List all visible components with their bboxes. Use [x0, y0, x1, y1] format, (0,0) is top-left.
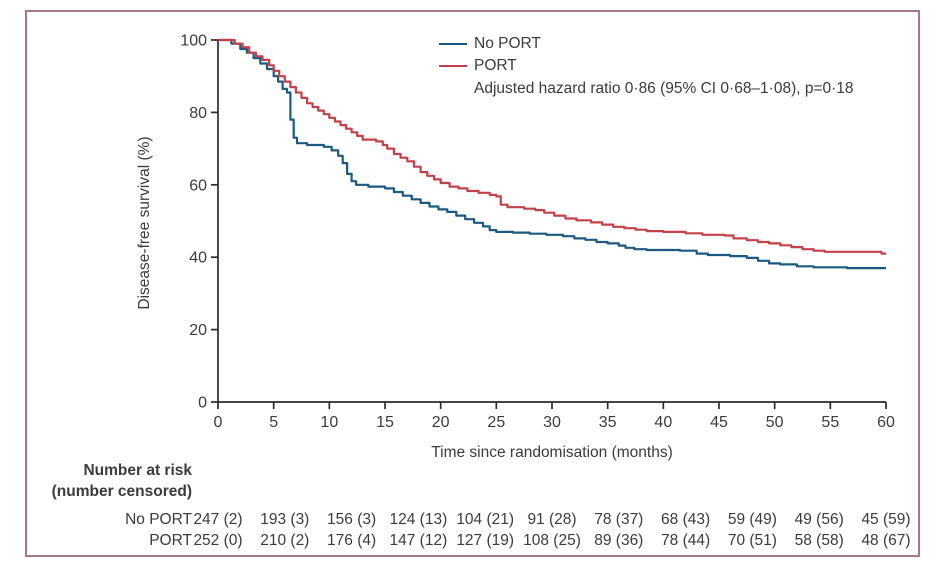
at-risk-row-label-no-port: No PORT: [125, 511, 192, 528]
at-risk-cell: 127 (19): [456, 532, 515, 549]
at-risk-cell: 124 (13): [389, 511, 448, 528]
x-tick-label: 60: [877, 414, 895, 431]
no-port-line-swatch: [439, 42, 467, 46]
x-tick-label: 40: [654, 414, 672, 431]
x-tick-label: 35: [599, 414, 617, 431]
at-risk-cell: 45 (59): [861, 511, 911, 528]
at-risk-cell: 104 (21): [456, 511, 515, 528]
port-line-swatch: [439, 64, 467, 68]
x-axis-label: Time since randomisation (months): [431, 444, 673, 461]
at-risk-header-line1: Number at risk: [83, 462, 192, 479]
x-tick-label: 45: [710, 414, 728, 431]
at-risk-cell: 70 (51): [727, 532, 777, 549]
km-plot: 0 20 40 60 80 100 0 5 10 15 20 25 30 35 40 45 50 55 60: [180, 33, 895, 432]
at-risk-cell: 247 (2): [193, 511, 243, 528]
x-tick-label: 5: [269, 414, 278, 431]
x-tick-label: 55: [821, 414, 839, 431]
at-risk-cell: 156 (3): [327, 511, 377, 528]
y-tick-label: 20: [189, 322, 207, 339]
at-risk-cell: 48 (67): [861, 532, 911, 549]
at-risk-cell: 91 (28): [527, 511, 577, 528]
x-tick-label: 50: [766, 414, 784, 431]
at-risk-cell: 59 (49): [727, 511, 777, 528]
legend: No PORT PORT Adjusted hazard ratio 0·86 …: [439, 33, 854, 101]
at-risk-cell: 68 (43): [661, 511, 711, 528]
at-risk-cell: 176 (4): [327, 532, 377, 549]
at-risk-cell: 78 (37): [594, 511, 644, 528]
x-tick-label: 30: [543, 414, 561, 431]
y-tick-label: 60: [189, 177, 207, 194]
at-risk-cell: 49 (56): [794, 511, 844, 528]
survival-figure-frame: 0 20 40 60 80 100 0 5 10 15 20 25 30 35 40 45 50 55 60 Dis…: [25, 10, 920, 557]
y-tick-label: 80: [189, 105, 207, 122]
km-curve-no-port: [218, 38, 886, 270]
y-axis-label: Disease-free survival (%): [136, 136, 153, 310]
at-risk-cell: 78 (44): [661, 532, 711, 549]
at-risk-cell: 252 (0): [193, 532, 243, 549]
at-risk-cell: 89 (36): [594, 532, 644, 549]
at-risk-row-label-port: PORT: [149, 532, 192, 549]
legend-item-port: PORT: [439, 55, 854, 77]
legend-item-no-port: No PORT: [439, 33, 854, 55]
x-tick-label: 10: [320, 414, 338, 431]
at-risk-cell: 210 (2): [260, 532, 310, 549]
x-tick-label: 15: [376, 414, 394, 431]
x-tick-label: 25: [487, 414, 505, 431]
hazard-ratio-annotation: Adjusted hazard ratio 0·86 (95% CI 0·68–…: [474, 80, 854, 97]
at-risk-cell: 147 (12): [389, 532, 448, 549]
y-tick-label: 100: [180, 33, 207, 50]
at-risk-cell: 193 (3): [260, 511, 310, 528]
km-curve-port: [218, 38, 886, 255]
y-tick-label: 0: [198, 395, 207, 412]
at-risk-cell: 108 (25): [523, 532, 581, 549]
legend-label-port: PORT: [474, 57, 517, 74]
at-risk-header-line2: (number censored): [51, 483, 192, 500]
at-risk-cell: 58 (58): [794, 532, 844, 549]
legend-label-no-port: No PORT: [474, 35, 541, 52]
y-tick-label: 40: [189, 250, 207, 267]
x-tick-label: 0: [214, 414, 223, 431]
x-tick-label: 20: [432, 414, 450, 431]
